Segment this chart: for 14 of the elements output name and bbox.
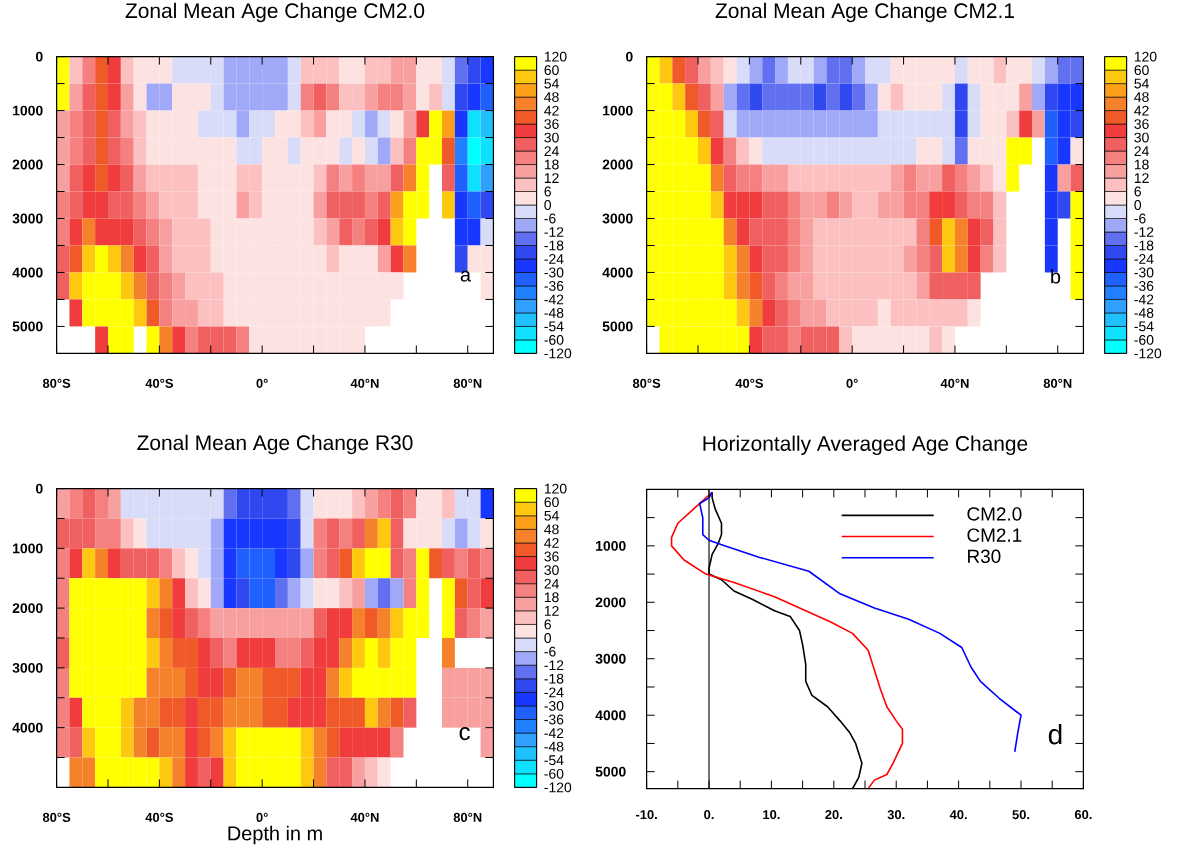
x-axis-title: Depth in m bbox=[228, 825, 322, 845]
line-series bbox=[698, 491, 1022, 753]
annotation: d bbox=[1048, 723, 1062, 745]
chart-title: Horizontally Averaged Age Change bbox=[703, 435, 1028, 456]
annotation: b bbox=[1051, 268, 1061, 284]
legend-label: R30 bbox=[968, 549, 1001, 564]
annotation: c bbox=[459, 727, 470, 741]
line-series bbox=[670, 491, 904, 789]
annotation: a bbox=[460, 270, 472, 282]
legend-label: CM2.1 bbox=[967, 528, 1022, 542]
legend-label: CM2.0 bbox=[967, 507, 1022, 521]
chart-title: Zonal Mean Age Change CM2.0 bbox=[125, 2, 425, 23]
chart-title: Zonal Mean Age Change CM2.1 bbox=[715, 2, 1014, 23]
chart-title: Zonal Mean Age Change R30 bbox=[137, 434, 413, 455]
